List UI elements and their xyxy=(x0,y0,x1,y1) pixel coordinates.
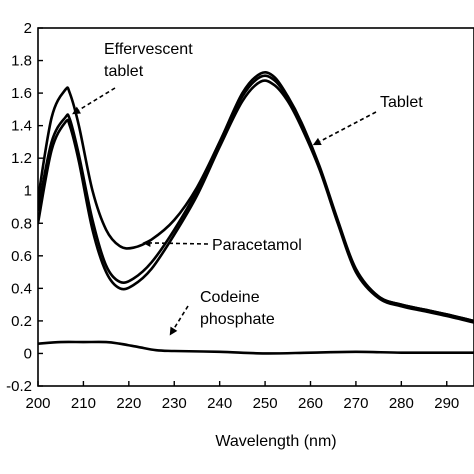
x-tick-label: 230 xyxy=(162,395,187,412)
annotation-arrow xyxy=(150,242,209,245)
x-axis-title: Wavelength (nm) xyxy=(215,433,336,450)
x-tick-label: 220 xyxy=(116,395,141,412)
x-tick-label: 200 xyxy=(25,395,50,412)
annotation-arrow xyxy=(319,111,377,143)
series-line-paracetamol xyxy=(38,79,474,324)
y-tick-label: 2 xyxy=(24,20,32,37)
x-tick-label: 240 xyxy=(207,395,232,412)
series-group xyxy=(38,71,474,355)
annotation-arrowhead xyxy=(312,137,322,146)
y-tick-label: 1 xyxy=(24,183,32,200)
annotation-arrow xyxy=(78,87,116,111)
x-axis: 200 210 220 230 240 250 260 270 280 290 xyxy=(25,381,459,412)
annotation-label: Paracetamol xyxy=(212,237,302,254)
y-tick-label: 0 xyxy=(24,345,32,362)
annotation-label: phosphate xyxy=(200,311,275,328)
y-tick-label: 0.4 xyxy=(11,280,32,297)
plot-area-frame xyxy=(37,27,474,387)
y-tick-label: -0.2 xyxy=(6,378,32,395)
annotation-arrowhead xyxy=(72,106,81,115)
annotation-label: Codeine xyxy=(200,289,260,306)
annotation-label: Effervescent xyxy=(104,41,193,58)
annotation-label: tablet xyxy=(104,63,144,80)
y-tick-label: 1.8 xyxy=(11,53,32,70)
x-tick-label: 270 xyxy=(343,395,368,412)
annotation-arrowhead xyxy=(142,238,151,247)
x-tick-label: 280 xyxy=(389,395,414,412)
x-tick-label: 250 xyxy=(253,395,278,412)
y-tick-label: 1.4 xyxy=(11,118,32,135)
annotation-arrowhead xyxy=(169,326,178,336)
series-line-tablet xyxy=(38,74,474,323)
x-tick-label: 210 xyxy=(71,395,96,412)
series-line-codeine-phosphate xyxy=(38,340,474,355)
y-tick-label: 0.2 xyxy=(11,313,32,330)
annotation-label: Tablet xyxy=(380,94,423,111)
x-tick-label: 260 xyxy=(298,395,323,412)
y-tick-label: 1.2 xyxy=(11,150,32,167)
annotations-group: Effervescent tablet Tablet Paracetamol Codei… xyxy=(72,41,423,336)
y-tick-label: 0.8 xyxy=(11,215,32,232)
y-tick-label: 0.6 xyxy=(11,248,32,265)
x-tick-label: 290 xyxy=(434,395,459,412)
annotation-arrow xyxy=(173,305,189,330)
y-tick-label: 1.6 xyxy=(11,85,32,102)
